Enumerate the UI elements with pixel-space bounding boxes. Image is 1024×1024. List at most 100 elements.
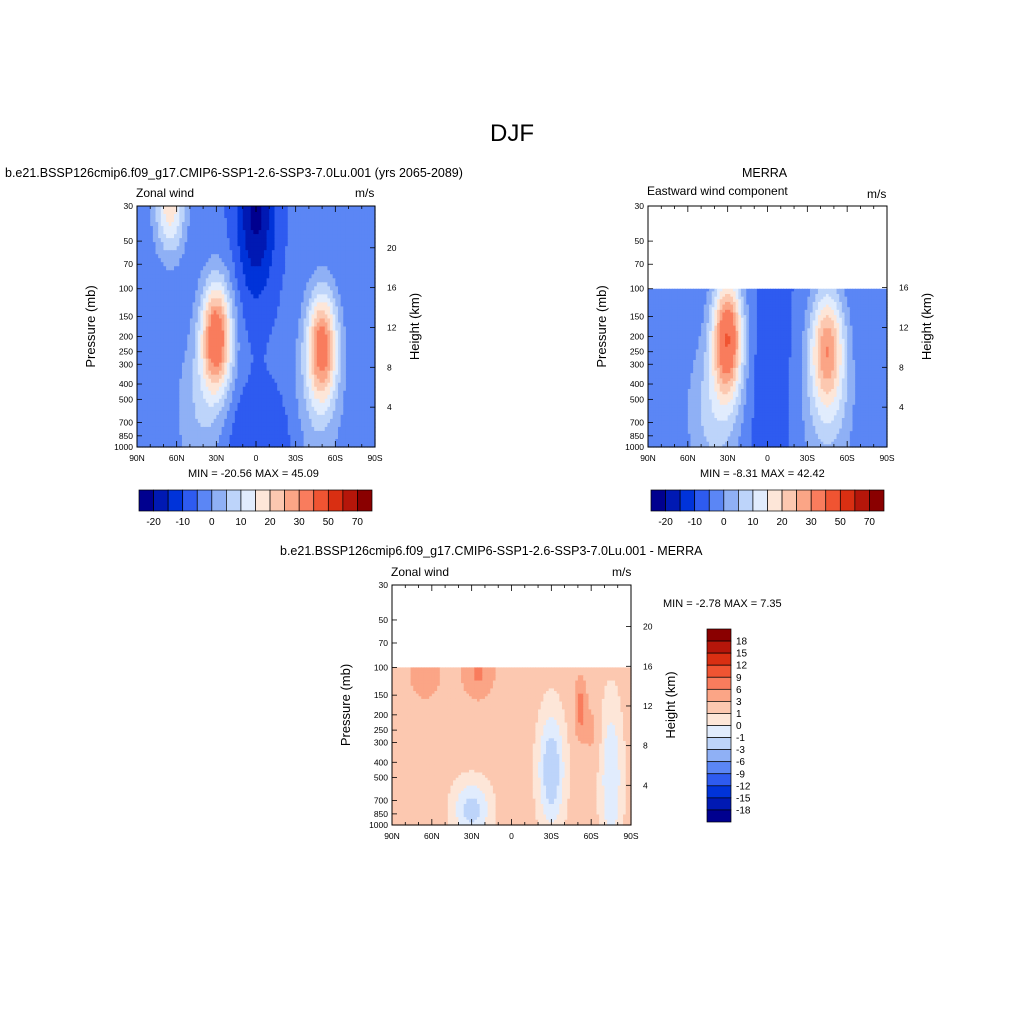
panel1-cell (277, 326, 281, 332)
panel1-cell (351, 298, 355, 303)
panel1-cell (205, 266, 209, 271)
panel1-cell (340, 294, 344, 299)
panel1-cell (147, 238, 151, 243)
panel1-cell (189, 206, 194, 211)
panel1-cell (300, 238, 305, 243)
panel1-cell (139, 218, 143, 223)
panel1-cell (279, 290, 284, 295)
panel1-cell (248, 286, 252, 291)
panel1-cell (287, 302, 291, 308)
panel1-cell (152, 330, 157, 336)
panel1-cell (295, 298, 299, 303)
panel1-cell (208, 230, 212, 235)
panel1-cell (279, 322, 284, 328)
panel1-cell (258, 322, 262, 328)
panel1-cell (158, 246, 162, 251)
panel1-cell (187, 258, 191, 263)
panel1-cell (168, 314, 172, 320)
panel1-cell (158, 262, 162, 267)
panel1-cell (319, 242, 323, 247)
panel1-cell (308, 250, 313, 255)
panel1-cell (258, 262, 262, 267)
panel1-cell (258, 278, 262, 283)
panel1-cell (218, 330, 223, 336)
panel1-cell (218, 206, 223, 211)
panel1-cell (324, 242, 328, 247)
panel1-cell (158, 334, 162, 340)
panel1-cell (158, 306, 162, 312)
panel1-cell (160, 210, 165, 215)
panel1-cell (234, 246, 239, 251)
panel1-cell (211, 306, 215, 312)
panel1-cell (279, 218, 284, 223)
panel1-cell (218, 230, 223, 235)
panel1-cell (348, 234, 352, 239)
panel1-cell (322, 278, 326, 283)
panel1-cell (306, 290, 310, 295)
panel1-cell (163, 226, 167, 231)
panel1-cell (152, 238, 157, 243)
panel1-cell (250, 306, 254, 312)
panel1-cell (359, 302, 363, 308)
panel1-cell (245, 250, 249, 255)
panel1-cell (271, 298, 276, 303)
panel1-cell (189, 270, 194, 275)
panel1-cell (242, 214, 247, 219)
panel1-cell (218, 222, 223, 227)
panel1-cell (266, 326, 270, 332)
panel1-cell (229, 282, 233, 287)
panel1-cell (279, 210, 284, 215)
panel1-cell (171, 270, 175, 275)
panel1-cell (269, 310, 273, 316)
panel1-cell (200, 298, 204, 303)
panel1-cell (343, 230, 347, 235)
panel1-cell (221, 230, 225, 235)
panel1-cell (242, 270, 247, 275)
panel1-cell (213, 270, 217, 275)
panel1-cell (277, 234, 281, 239)
panel1-cell (372, 222, 376, 227)
panel1-cell (205, 254, 209, 259)
panel1-cell (332, 210, 336, 215)
panel1-cell (351, 246, 355, 251)
panel1-cell (195, 310, 199, 316)
panel1-cell (263, 238, 268, 243)
panel1-cell (234, 302, 239, 308)
panel1-cell (171, 278, 175, 283)
panel1-cell (192, 214, 196, 219)
panel1-cell (187, 322, 191, 328)
panel1-cell (205, 314, 209, 320)
panel1-cell (174, 246, 178, 251)
panel1-cell (308, 218, 313, 223)
panel1-cell (271, 222, 276, 227)
panel1-cell (337, 222, 342, 227)
panel1-cell (234, 230, 239, 235)
panel1-cell (144, 270, 149, 275)
panel1-cell (213, 246, 217, 251)
panel1-cell (337, 234, 342, 239)
panel1-cell (224, 278, 228, 283)
panel1-cell (335, 318, 339, 324)
panel1-cell (266, 218, 270, 223)
panel1-cell (258, 330, 262, 336)
panel1-cell (160, 222, 165, 227)
panel1-cell (229, 222, 233, 227)
panel1-cell (189, 314, 194, 320)
panel1-cell (290, 302, 294, 308)
panel1-cell (205, 238, 209, 243)
panel1-cell (261, 282, 265, 287)
panel1-cell (242, 326, 247, 332)
panel1-cell (266, 234, 270, 239)
panel1-cell (224, 286, 228, 291)
panel1-cell (343, 294, 347, 299)
panel1-cell (163, 218, 167, 223)
panel1-cell (216, 282, 220, 287)
panel1-cell (261, 234, 265, 239)
panel1-cell (337, 238, 342, 243)
panel1-cell (269, 302, 273, 308)
panel1-cell (174, 222, 178, 227)
panel1-cell (256, 282, 260, 287)
panel1-cell (337, 286, 342, 291)
panel1-cell (218, 274, 223, 279)
panel1-cell (179, 226, 183, 231)
